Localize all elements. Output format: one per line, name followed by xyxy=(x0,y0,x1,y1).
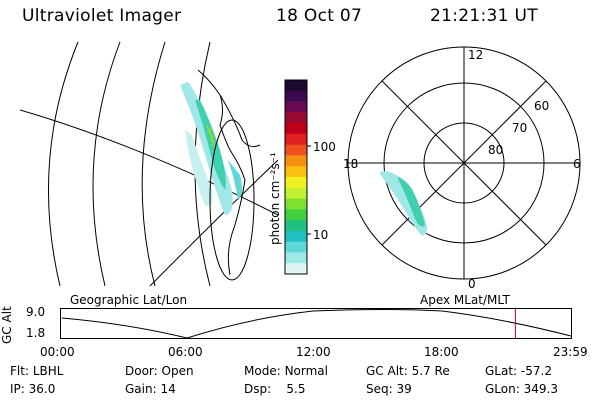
polar-grid xyxy=(347,46,581,280)
colorbar-segment xyxy=(285,198,307,210)
colorbar-segment xyxy=(285,252,307,264)
colorbar-tick-10: 10 xyxy=(313,228,329,242)
info-seq: Seq: 39 xyxy=(366,382,412,396)
colorbar-segment xyxy=(285,209,307,221)
colorbar-segment xyxy=(285,80,307,92)
colorbar-tick-100: 100 xyxy=(313,140,336,154)
colorbar-segment xyxy=(285,155,307,167)
info-gain: Gain: 14 xyxy=(125,382,176,396)
info-dsp: Dsp: 5.5 xyxy=(244,382,306,396)
colorbar-segment xyxy=(285,220,307,232)
lat-label-70: 70 xyxy=(512,121,527,135)
colorbar-segment xyxy=(285,241,307,253)
time-tick-0000: 00:00 xyxy=(40,345,75,359)
colorbar-segment xyxy=(285,187,307,200)
instrument-title: Ultraviolet Imager xyxy=(22,6,182,26)
lat-label-80: 80 xyxy=(488,143,503,157)
colorbar-segment xyxy=(285,166,307,178)
alt-axis-label: GC Alt xyxy=(0,306,14,344)
time-tick-2359: 23:59 xyxy=(553,345,588,359)
time-tick-0600: 06:00 xyxy=(168,345,203,359)
colorbar-segment xyxy=(285,133,307,146)
map-grid xyxy=(20,41,278,287)
alt-tick-9: 9.0 xyxy=(26,305,46,319)
alt-tick-1-8: 1.8 xyxy=(26,326,46,340)
mlt-label-12: 12 xyxy=(468,48,483,62)
lat-label-60: 60 xyxy=(534,99,549,113)
info-glon: GLon: 349.3 xyxy=(485,382,558,396)
colorbar-segment xyxy=(285,112,307,124)
colorbar-segment xyxy=(285,144,307,156)
altitude-plot xyxy=(60,308,572,339)
geographic-map xyxy=(20,41,278,287)
colorbar-scale xyxy=(285,80,307,275)
info-glat: GLat: -57.2 xyxy=(485,364,552,378)
mlt-label-6: 6 xyxy=(573,157,581,171)
mlt-label-0: 0 xyxy=(468,277,476,290)
apex-panel-title: Apex MLat/MLT xyxy=(420,293,510,307)
colorbar-segment xyxy=(285,263,307,275)
info-mode: Mode: Normal xyxy=(244,364,328,378)
info-flt: Flt: LBHL xyxy=(10,364,64,378)
altitude-curve xyxy=(61,309,572,339)
geo-panel-title: Geographic Lat/Lon xyxy=(70,293,188,307)
time-tick-1800: 18:00 xyxy=(424,345,459,359)
polar-aurora xyxy=(380,171,427,236)
colorbar-segment xyxy=(285,123,307,135)
colorbar-segment xyxy=(285,177,307,189)
info-gc-alt: GC Alt: 5.7 Re xyxy=(366,364,450,378)
time-label: 21:21:31 UT xyxy=(430,6,538,26)
info-door: Door: Open xyxy=(125,364,194,378)
colorbar-unit-label: photon cm⁻²s⁻¹ xyxy=(268,152,282,245)
coastline xyxy=(197,69,261,281)
colorbar-segment xyxy=(285,101,307,113)
date-label: 18 Oct 07 xyxy=(276,6,363,26)
time-tick-1200: 12:00 xyxy=(296,345,331,359)
colorbar xyxy=(284,79,311,275)
aurora-emission xyxy=(180,82,243,215)
colorbar-segment xyxy=(285,230,307,243)
info-ip: IP: 36.0 xyxy=(10,382,56,396)
polar-plot: 12 0 18 6 60 70 80 xyxy=(343,46,581,290)
colorbar-segment xyxy=(285,90,307,103)
mlt-label-18: 18 xyxy=(343,157,358,171)
